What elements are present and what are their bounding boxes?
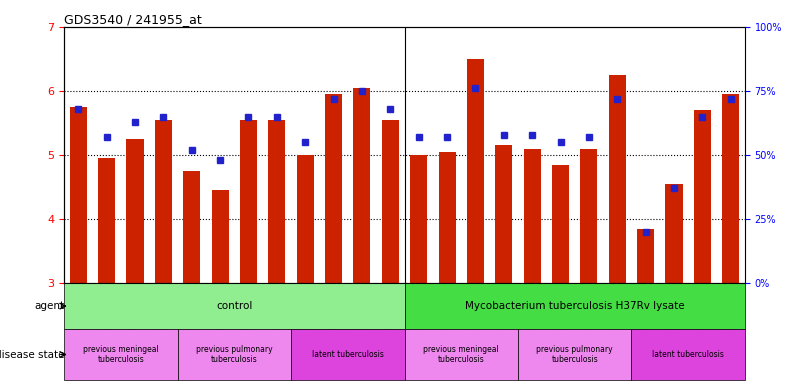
Bar (353, 88, 370, 283)
Bar (694, 110, 711, 283)
FancyBboxPatch shape (405, 329, 518, 380)
Bar (495, 146, 513, 283)
Bar (155, 120, 172, 283)
Text: latent tuberculosis: latent tuberculosis (312, 350, 384, 359)
Bar (382, 120, 399, 283)
Text: previous meningeal
tuberculosis: previous meningeal tuberculosis (83, 345, 159, 364)
Bar (70, 107, 87, 283)
Bar (98, 158, 115, 283)
Bar (127, 139, 143, 283)
Bar (524, 149, 541, 283)
FancyBboxPatch shape (291, 329, 405, 380)
Bar (467, 59, 484, 283)
Bar (552, 165, 569, 283)
Bar (609, 75, 626, 283)
Text: previous meningeal
tuberculosis: previous meningeal tuberculosis (424, 345, 499, 364)
Bar (439, 152, 456, 283)
FancyBboxPatch shape (631, 329, 745, 380)
Bar (581, 149, 598, 283)
FancyBboxPatch shape (64, 283, 405, 329)
Bar (268, 120, 285, 283)
FancyBboxPatch shape (178, 329, 291, 380)
Bar (723, 94, 739, 283)
Bar (211, 190, 228, 283)
Text: disease state: disease state (0, 349, 64, 359)
Bar (637, 229, 654, 283)
Text: GDS3540 / 241955_at: GDS3540 / 241955_at (64, 13, 202, 26)
Bar (183, 171, 200, 283)
Bar (296, 155, 314, 283)
Bar (666, 184, 682, 283)
Text: control: control (216, 301, 252, 311)
Text: latent tuberculosis: latent tuberculosis (652, 350, 724, 359)
Text: agent: agent (34, 301, 64, 311)
Bar (240, 120, 257, 283)
FancyBboxPatch shape (518, 329, 631, 380)
FancyBboxPatch shape (405, 283, 745, 329)
Text: Mycobacterium tuberculosis H37Rv lysate: Mycobacterium tuberculosis H37Rv lysate (465, 301, 685, 311)
FancyBboxPatch shape (64, 329, 178, 380)
Bar (410, 155, 427, 283)
Text: previous pulmonary
tuberculosis: previous pulmonary tuberculosis (196, 345, 272, 364)
Bar (325, 94, 342, 283)
Text: previous pulmonary
tuberculosis: previous pulmonary tuberculosis (537, 345, 613, 364)
